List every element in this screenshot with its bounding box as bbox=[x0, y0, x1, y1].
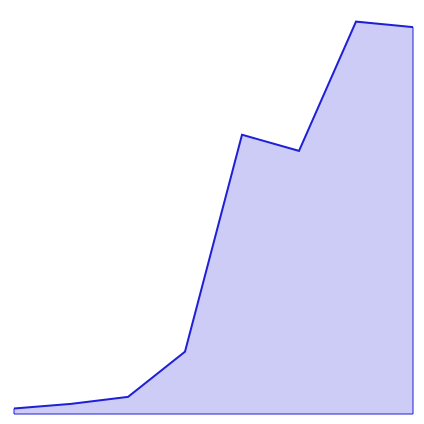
series-line bbox=[13, 20, 414, 410]
area-fill bbox=[14, 21, 413, 415]
